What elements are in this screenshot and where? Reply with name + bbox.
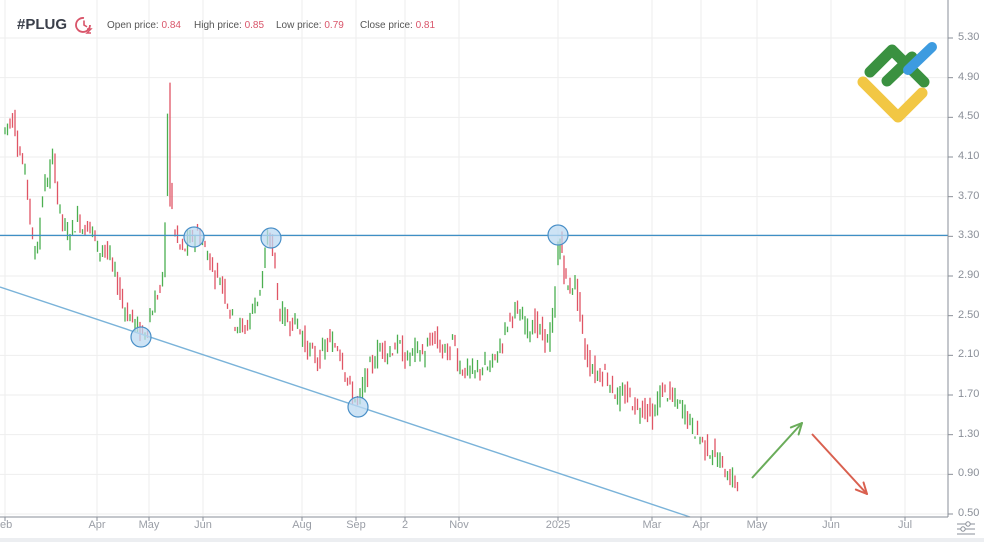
- time-axis-label: 2025: [545, 519, 571, 531]
- time-axis-label: May: [138, 519, 160, 531]
- low-price-value: 0.79: [324, 20, 344, 31]
- bearish-arrow-icon[interactable]: [811, 433, 868, 495]
- touch-point-circle[interactable]: [260, 227, 282, 249]
- time-axis-label: 2: [401, 519, 409, 531]
- price-axis-label: 0.50: [958, 507, 980, 519]
- touch-point-circle[interactable]: [347, 396, 369, 418]
- price-axis-label: 5.30: [958, 31, 980, 43]
- time-axis-ticks: [4, 517, 906, 521]
- touch-point-circle[interactable]: [183, 226, 205, 248]
- bottom-scroll-strip: [0, 538, 984, 542]
- time-axis-label: Mar: [642, 519, 662, 531]
- time-axis-label: Aug: [292, 519, 312, 531]
- close-price-stat: Close price: 0.81: [360, 20, 435, 31]
- time-axis-label: Jun: [194, 519, 212, 531]
- low-price-stat: Low price: 0.79: [276, 20, 344, 31]
- open-price-label: Open price:: [107, 20, 159, 31]
- price-axis-ticks: [948, 37, 953, 515]
- touch-point-circle[interactable]: [547, 224, 569, 246]
- touch-point-markers: [130, 224, 569, 418]
- time-axis-label: Apr: [692, 519, 710, 531]
- chart-grid: [0, 0, 948, 517]
- time-axis-label: eb: [0, 519, 13, 531]
- time-axis-label: May: [746, 519, 768, 531]
- support-trend-line[interactable]: [0, 286, 691, 518]
- close-price-value: 0.81: [415, 20, 436, 31]
- forecast-arrows: [751, 422, 868, 495]
- ohlc-bars: [4, 82, 739, 492]
- chart-settings-icon[interactable]: [955, 519, 977, 537]
- price-axis-label: 4.90: [958, 70, 980, 83]
- low-price-label: Low price:: [276, 20, 322, 31]
- price-axis-label: 1.30: [958, 427, 980, 440]
- price-axis-label: 2.90: [958, 269, 980, 281]
- time-axis-label: Jun: [822, 519, 840, 531]
- ticker-symbol: #PLUG: [17, 16, 68, 33]
- price-axis-label: 2.50: [958, 308, 980, 321]
- time-axis-label: Nov: [449, 519, 469, 531]
- time-axis-label: Jul: [897, 519, 913, 531]
- price-axis-label: 4.50: [958, 110, 980, 123]
- touch-point-circle[interactable]: [130, 326, 152, 348]
- history-clock-icon[interactable]: [74, 15, 94, 35]
- time-axis-label: Sep: [346, 519, 366, 531]
- bullish-arrow-icon[interactable]: [751, 422, 803, 479]
- price-axis-label: 2.10: [958, 348, 980, 361]
- open-price-stat: Open price: 0.84: [107, 20, 181, 31]
- high-price-label: High price:: [194, 20, 242, 31]
- high-price-stat: High price: 0.85: [194, 20, 264, 31]
- price-axis-label: 4.10: [958, 150, 980, 162]
- time-axis-label: Apr: [88, 519, 106, 531]
- price-axis-label: 3.70: [958, 189, 980, 202]
- price-axis-label: 0.90: [958, 467, 980, 480]
- brand-logo-icon: [857, 42, 937, 123]
- close-price-label: Close price:: [360, 20, 413, 31]
- price-axis-label: 1.70: [958, 388, 980, 400]
- high-price-value: 0.85: [244, 20, 265, 31]
- open-price-value: 0.84: [161, 20, 181, 31]
- price-axis-label: 3.30: [958, 229, 980, 242]
